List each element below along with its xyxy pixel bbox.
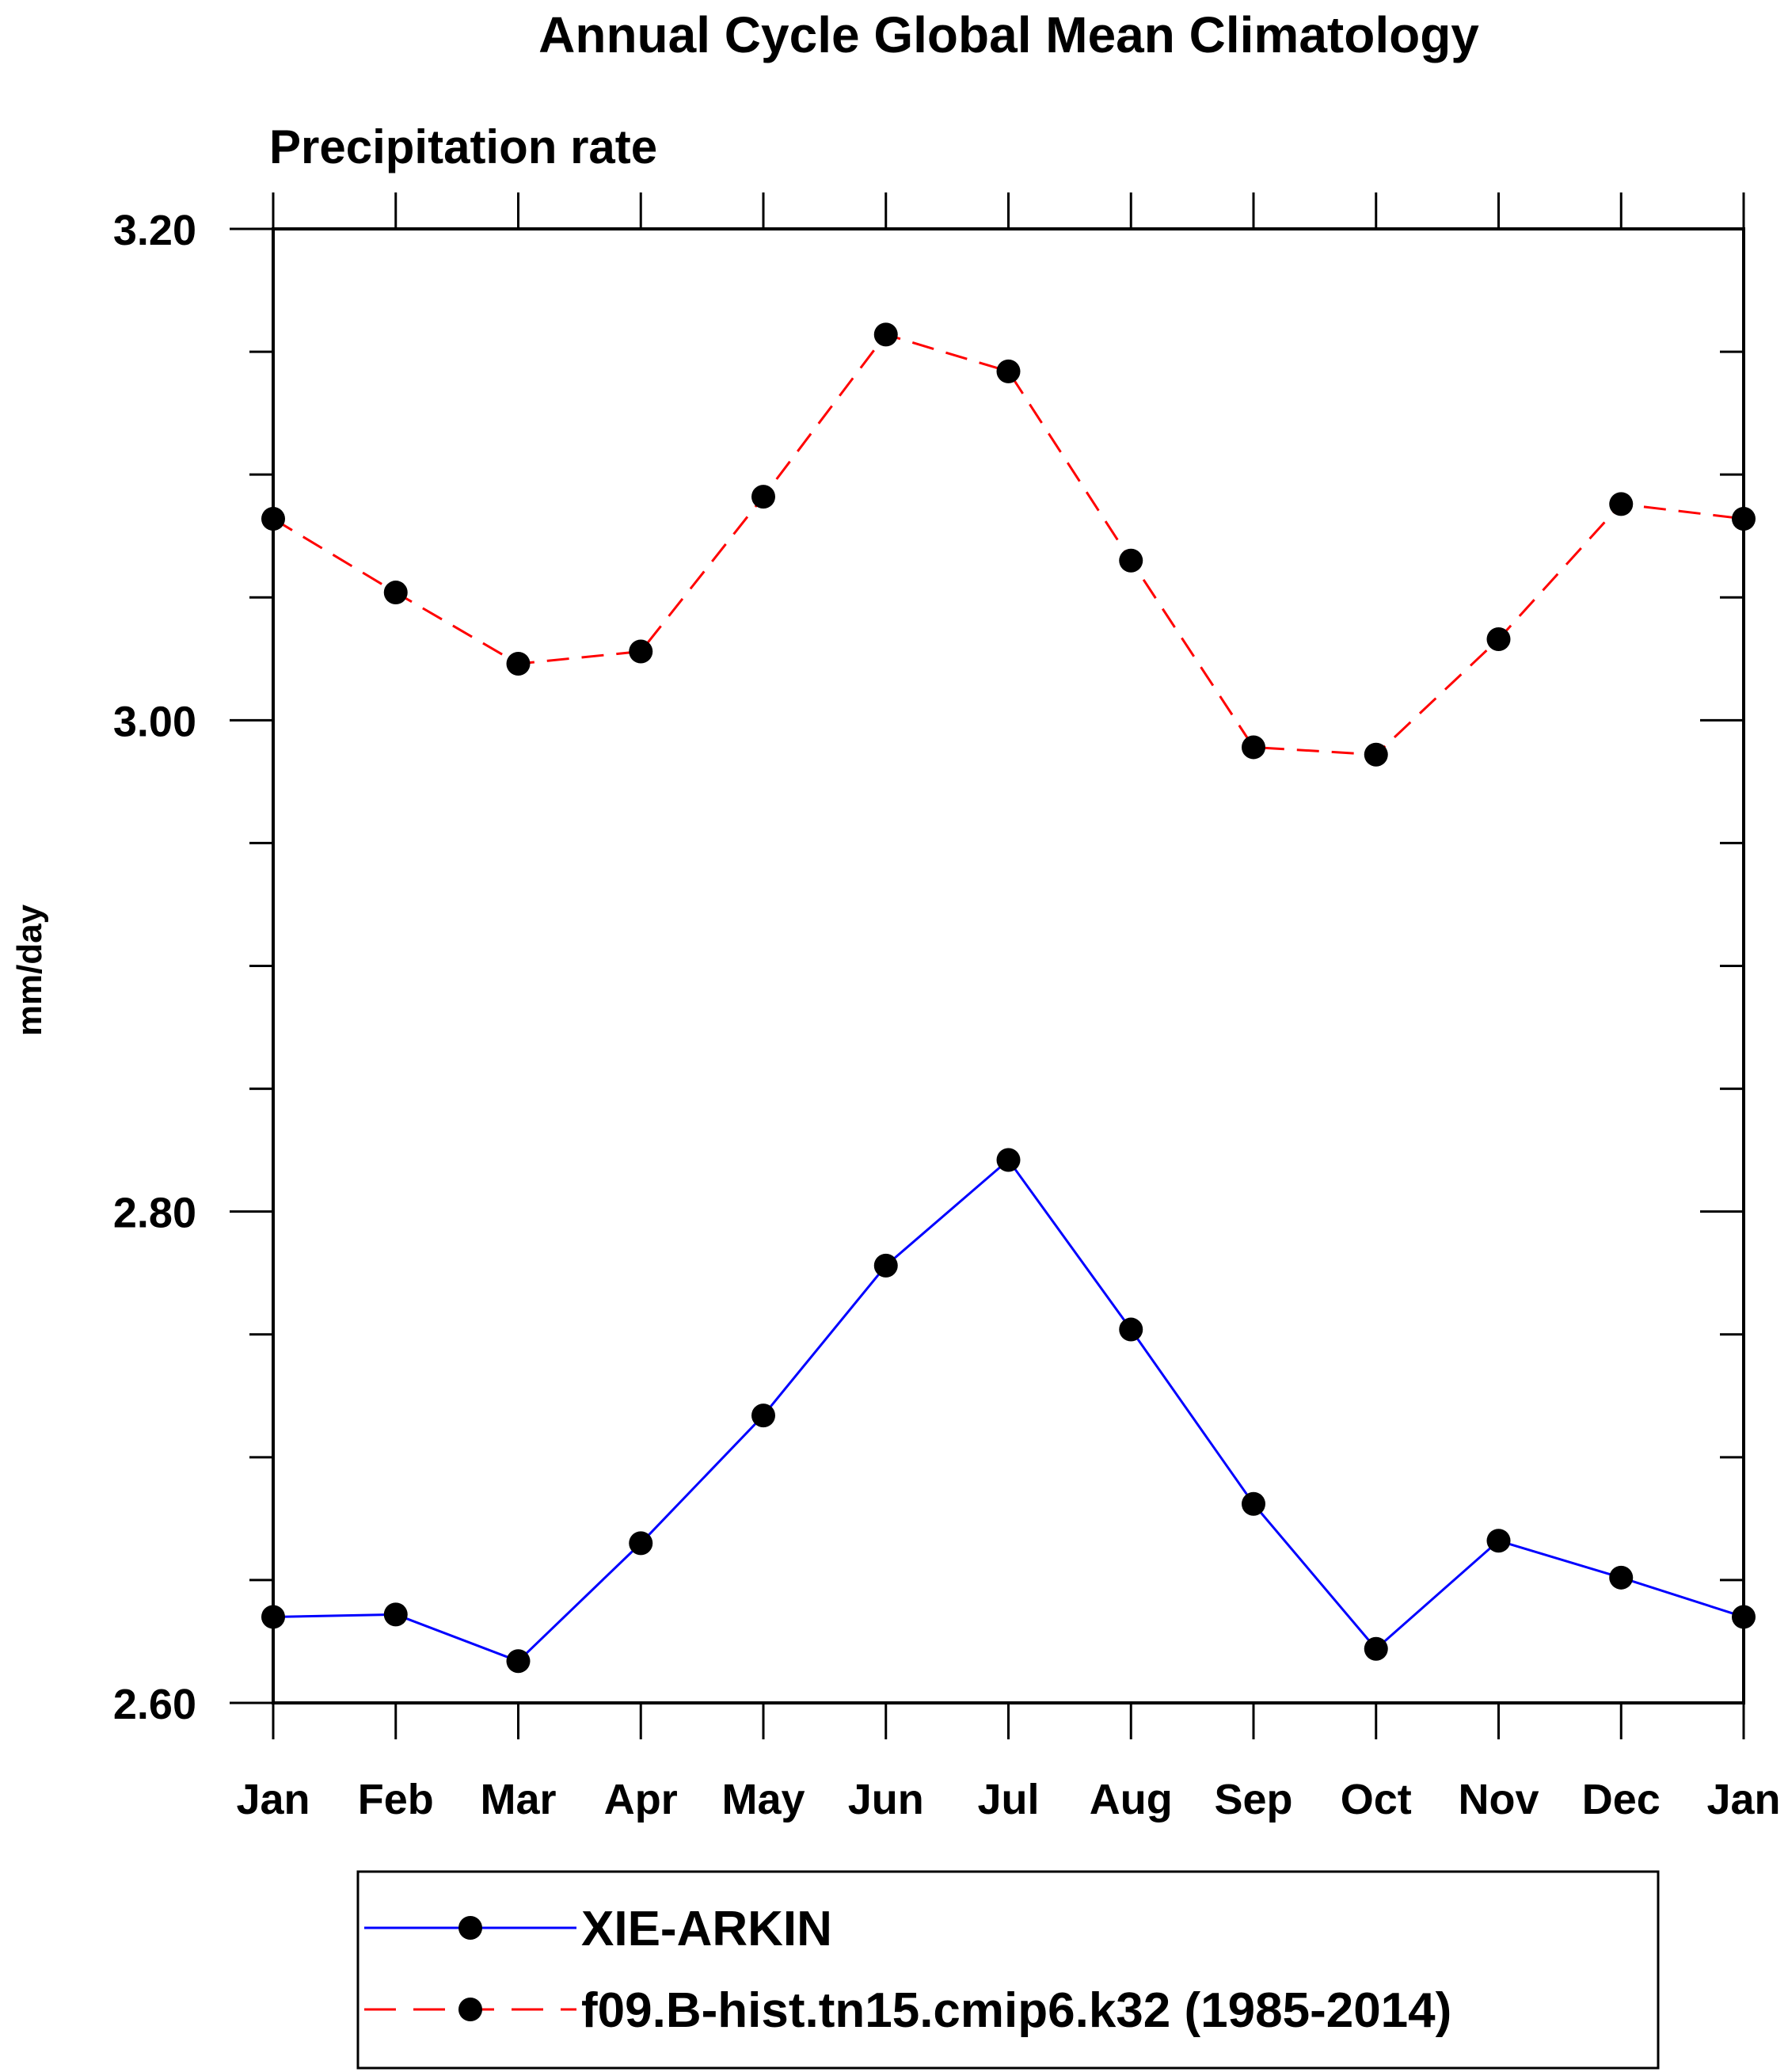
- data-point: [1609, 1565, 1634, 1590]
- data-point: [1119, 548, 1143, 573]
- data-point: [1486, 627, 1511, 651]
- data-point: [383, 1602, 408, 1627]
- x-tick-label: Apr: [604, 1776, 678, 1823]
- y-tick-labels: 2.60 2.80 3.00 3.20: [113, 207, 196, 1728]
- series-layer: [261, 322, 1756, 1674]
- data-point: [1609, 492, 1634, 516]
- legend-marker: [458, 1998, 482, 2021]
- data-point: [751, 1404, 775, 1428]
- data-point: [1242, 735, 1265, 760]
- data-point: [506, 1649, 531, 1674]
- data-point: [506, 651, 531, 676]
- data-point: [996, 359, 1021, 383]
- data-point: [1486, 1529, 1511, 1553]
- x-tick-label: Oct: [1341, 1776, 1412, 1823]
- data-point: [873, 1253, 898, 1278]
- data-point: [383, 581, 408, 605]
- x-tick-label: Mar: [480, 1776, 556, 1823]
- chart-subtitle: Precipitation rate: [269, 120, 657, 173]
- x-tick-label: Aug: [1090, 1776, 1173, 1823]
- x-tick-label: Jul: [977, 1776, 1039, 1823]
- chart-title: Annual Cycle Global Mean Climatology: [538, 6, 1479, 63]
- plot-frame: [272, 227, 1745, 1704]
- x-tick-label: Sep: [1214, 1776, 1292, 1823]
- x-tick-label: Feb: [358, 1776, 434, 1823]
- legend-box: [356, 1870, 1660, 2070]
- y-tick-label: 3.20: [113, 207, 196, 254]
- data-point: [629, 639, 653, 664]
- data-point: [996, 1148, 1021, 1172]
- axis-ticks: [230, 192, 1745, 1739]
- data-point: [629, 1531, 653, 1556]
- x-tick-label: Jan: [236, 1776, 310, 1823]
- data-point: [1364, 1636, 1388, 1661]
- y-axis-label: mm/day: [10, 904, 49, 1036]
- legend-entries: XIE-ARKIN f09.B-hist.tn15.cmip6.k32 (1985…: [364, 1902, 1451, 2038]
- legend-label: f09.B-hist.tn15.cmip6.k32 (1985-2014): [581, 1983, 1451, 2038]
- data-point: [1364, 742, 1388, 767]
- x-tick-label: Nov: [1458, 1776, 1539, 1823]
- data-point: [1119, 1317, 1143, 1342]
- x-tick-labels: Jan Feb Mar Apr May Jun Jul Aug Sep Oct Nov Dec Jan: [236, 1776, 1780, 1823]
- y-tick-label: 2.80: [113, 1190, 196, 1237]
- x-tick-label: Jun: [848, 1776, 924, 1823]
- series-line: [272, 333, 1744, 756]
- y-tick-label: 2.60: [113, 1681, 196, 1728]
- data-point: [751, 485, 775, 509]
- y-tick-label: 3.00: [113, 698, 196, 745]
- x-tick-label: Jan: [1706, 1776, 1780, 1823]
- legend-label: XIE-ARKIN: [581, 1902, 832, 1956]
- x-tick-label: May: [721, 1776, 805, 1823]
- series-line: [272, 1158, 1744, 1663]
- legend: XIE-ARKIN f09.B-hist.tn15.cmip6.k32 (1985…: [356, 1870, 1660, 2070]
- x-tick-label: Dec: [1582, 1776, 1661, 1823]
- legend-marker: [458, 1916, 482, 1940]
- data-point: [873, 322, 898, 347]
- data-point: [1242, 1491, 1265, 1516]
